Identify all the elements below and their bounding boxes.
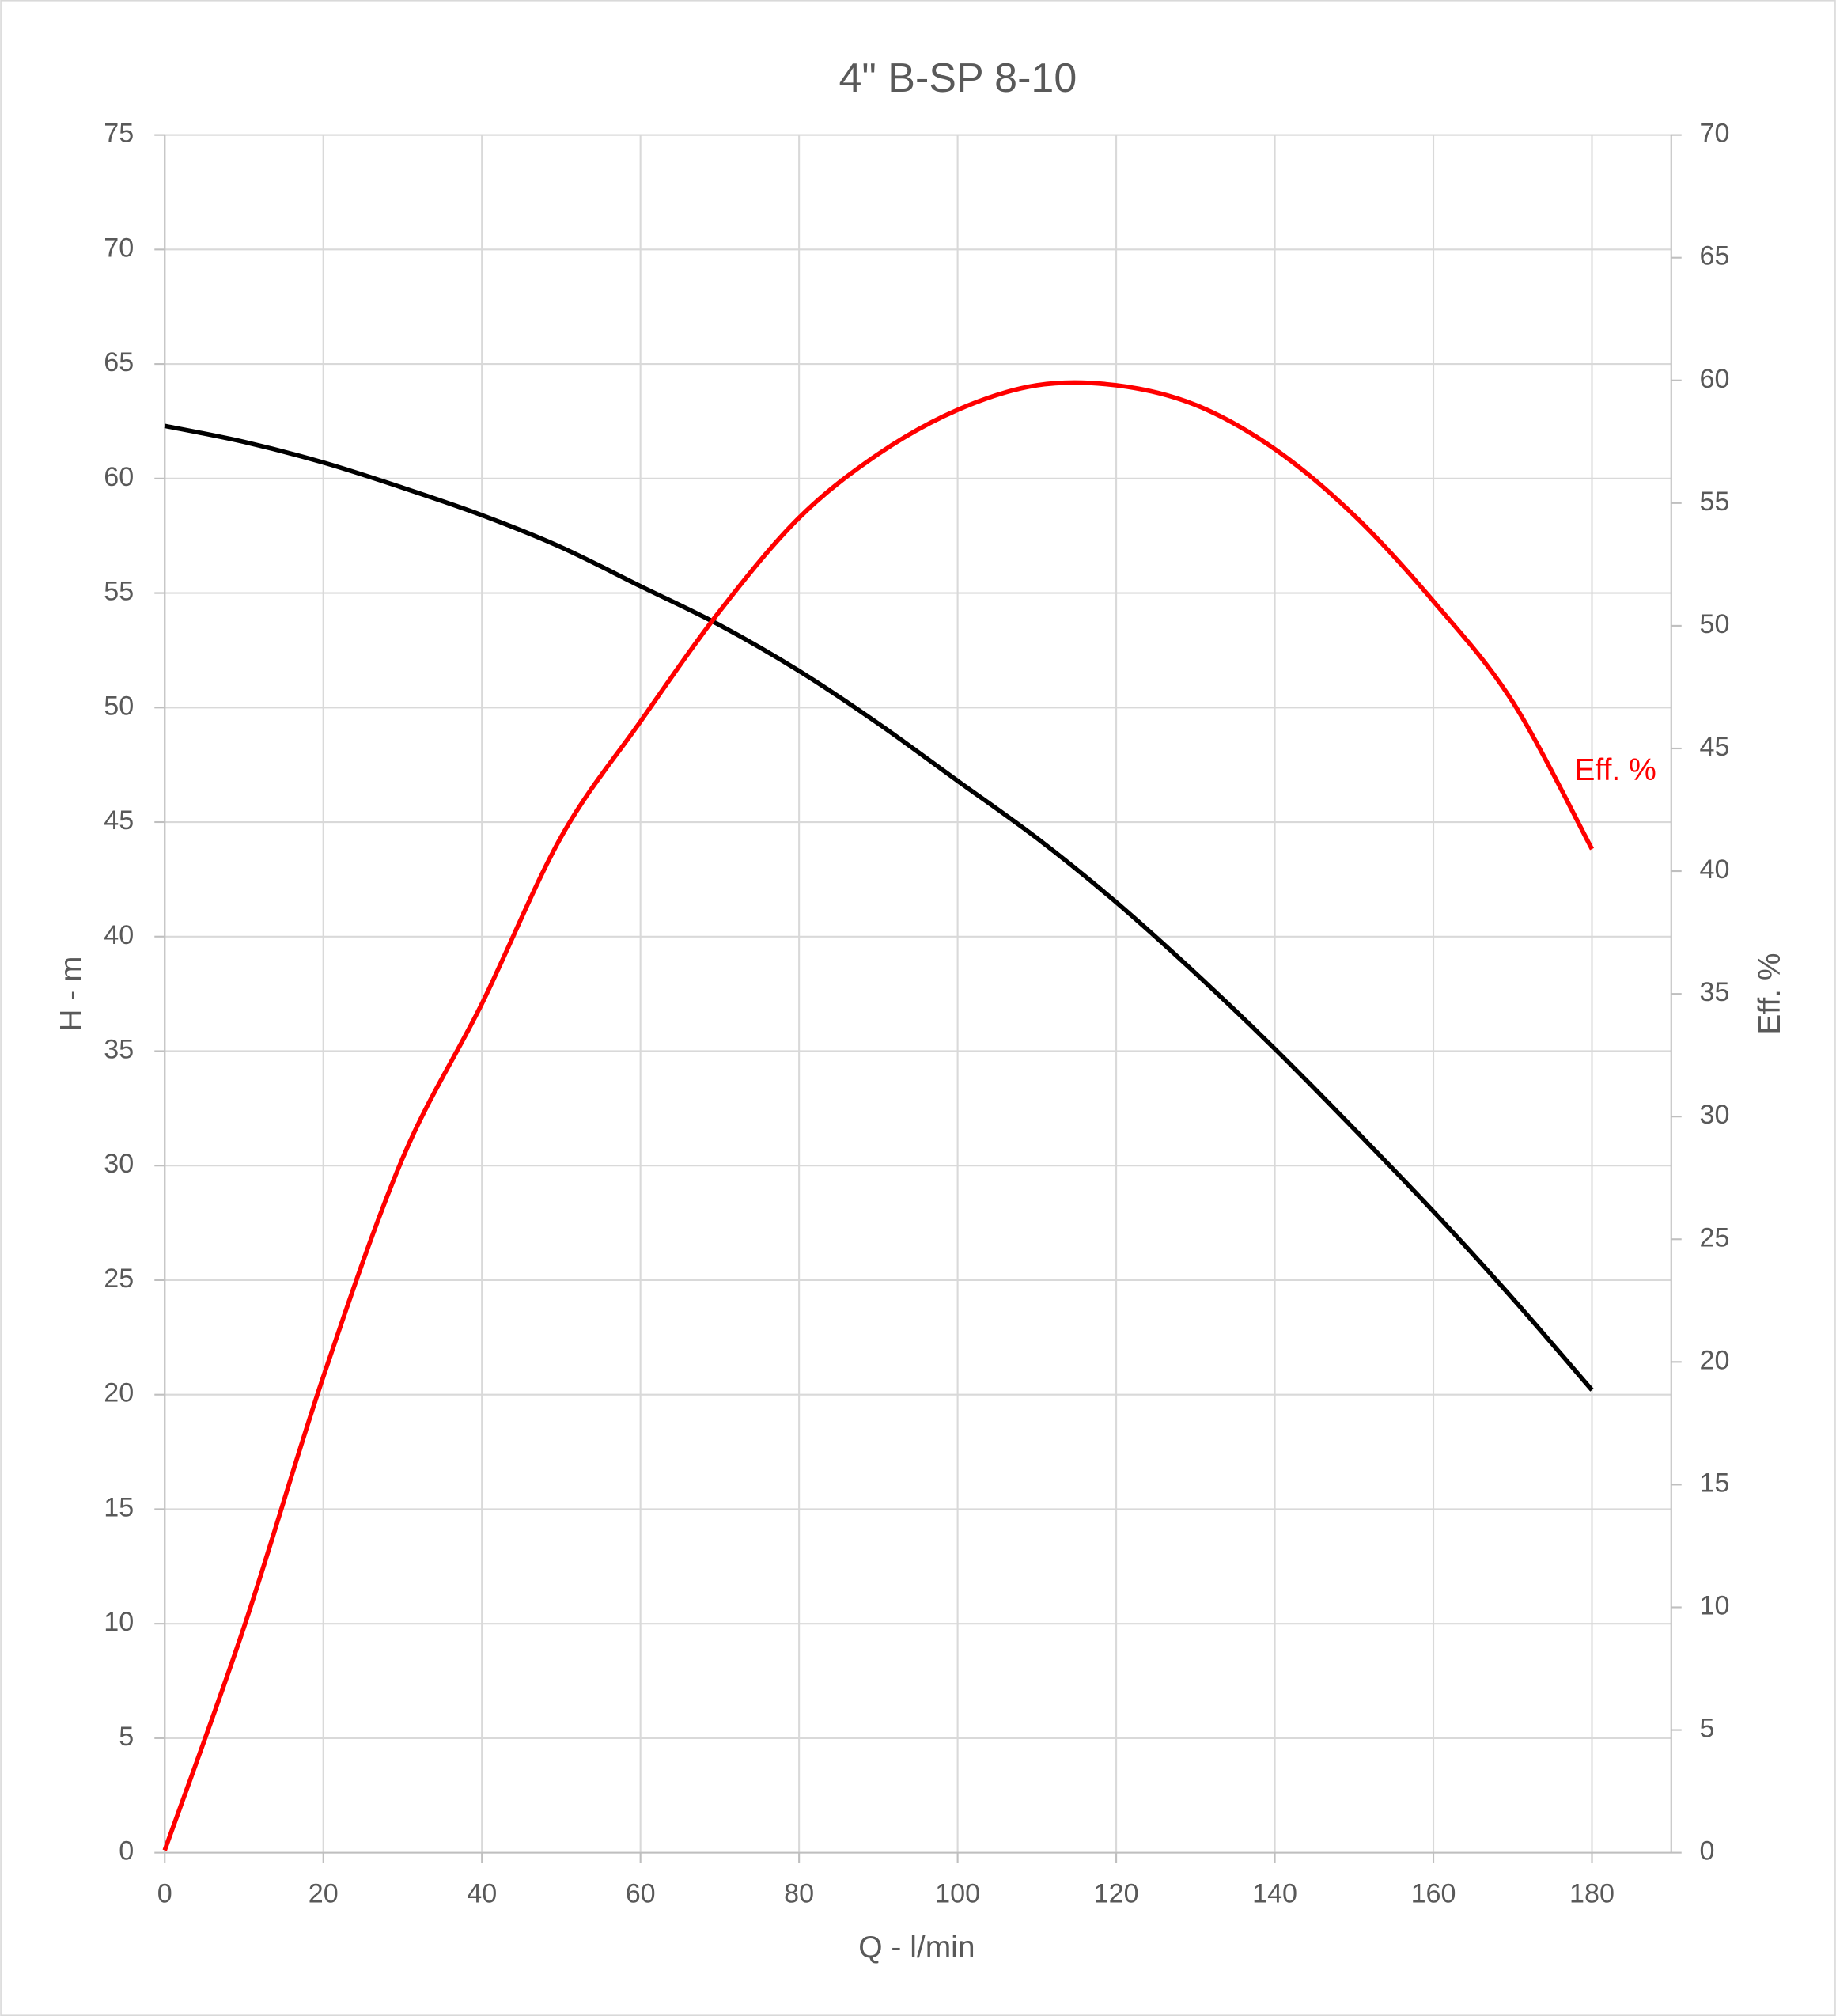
series-line [162,380,1595,1851]
y-tick-label: 10 [104,1607,134,1637]
x-tick-label: 40 [467,1878,497,1908]
y2-tick-label: 20 [1700,1345,1730,1375]
y-tick-label: 25 [104,1264,134,1294]
y-tick-label: 40 [104,920,134,950]
series-line [164,423,1594,1392]
y2-tick-label: 0 [1700,1836,1715,1866]
x-axis-label: Q - l/min [858,1931,975,1965]
x-tick-label: 180 [1569,1878,1615,1908]
y-tick-label: 75 [104,119,134,149]
y-tick-label: 15 [104,1492,134,1522]
y2-tick-label: 65 [1700,241,1730,271]
y-tick-label: 30 [104,1149,134,1179]
x-tick-label: 0 [157,1878,172,1908]
y2-tick-label: 40 [1700,855,1730,885]
y2-tick-label: 55 [1700,487,1730,517]
y-tick-label: 70 [104,233,134,263]
y-tick-label: 55 [104,577,134,607]
x-tick-label: 20 [309,1878,339,1908]
y2-tick-label: 50 [1700,609,1730,639]
x-tick-label: 160 [1411,1878,1456,1908]
y2-tick-label: 45 [1700,732,1730,762]
x-tick-label: 60 [626,1878,656,1908]
x-tick-label: 100 [935,1878,980,1908]
y2-tick-label: 25 [1700,1222,1730,1252]
y-tick-label: 45 [104,805,134,836]
y2-tick-label: 10 [1700,1590,1730,1620]
x-tick-label: 80 [784,1878,814,1908]
chart-title: 4" B-SP 8-10 [839,55,1077,101]
y2-tick-label: 15 [1700,1468,1730,1498]
y2-tick-label: 5 [1700,1714,1715,1744]
y2-tick-label: 60 [1700,364,1730,394]
y-tick-label: 20 [104,1378,134,1408]
y2-axis-label: Eff. % [1753,953,1787,1034]
y-tick-label: 35 [104,1035,134,1065]
y2-tick-label: 35 [1700,977,1730,1007]
y2-tick-label: 30 [1700,1100,1730,1130]
y-tick-label: 0 [119,1836,134,1866]
y2-tick-label: 70 [1700,119,1730,149]
series-label: Eff. % [1574,753,1656,787]
x-tick-label: 120 [1094,1878,1139,1908]
y-axis-label: H - m [55,956,89,1031]
y-tick-label: 5 [119,1722,134,1752]
y-tick-label: 60 [104,462,134,492]
y-tick-label: 65 [104,347,134,377]
y-tick-label: 50 [104,691,134,721]
x-tick-label: 140 [1252,1878,1297,1908]
